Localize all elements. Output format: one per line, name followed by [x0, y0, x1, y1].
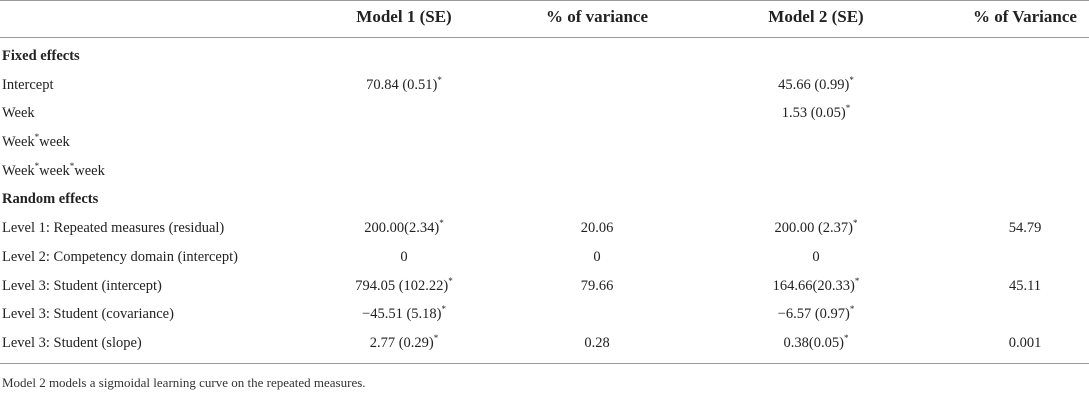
cell-v1: 0.28	[584, 334, 610, 351]
cell-m2: 200.00 (2.37)*	[774, 218, 858, 237]
row-label: Week	[2, 105, 35, 122]
cell-v1: 20.06	[580, 220, 614, 237]
cell-m1: 794.05 (102.22)*	[355, 275, 453, 294]
section-label: Fixed effects	[2, 48, 80, 64]
cell-m2: 0.38(0.05)*	[783, 333, 849, 351]
header-variance2: % of Variance	[973, 7, 1077, 26]
cell-m2: −6.57 (0.97)*	[777, 304, 855, 323]
table-row: Level 2: Competency domain (intercept) 0 0…	[0, 244, 1089, 273]
header-model1: Model 1 (SE)	[356, 7, 452, 26]
cell-m2: 1.53 (0.05)*	[781, 103, 851, 122]
row-label: Level 3: Student (slope)	[2, 334, 142, 351]
results-table: Model 1 (SE) % of variance Model 2 (SE) …	[0, 0, 1089, 359]
table-row: Level 3: Student (covariance) −45.51 (5.1…	[0, 301, 1089, 330]
row-label: Level 3: Student (intercept)	[2, 277, 162, 294]
table-header: Model 1 (SE) % of variance Model 2 (SE) …	[0, 0, 1089, 38]
table-row: Level 3: Student (intercept) 794.05 (102.…	[0, 273, 1089, 302]
row-label: Level 2: Competency domain (intercept)	[2, 248, 238, 265]
cell-m1: 200.00(2.34)*	[364, 218, 444, 237]
cell-m2: 45.66 (0.99)*	[778, 74, 854, 93]
row-label: Week*week	[2, 132, 70, 151]
header-model2: Model 2 (SE)	[768, 7, 864, 26]
table-row: Level 3: Student (slope) 2.77 (0.29)* 0.28…	[0, 330, 1089, 359]
section-row: Fixed effects	[0, 43, 1089, 72]
table-row: Week*week	[0, 129, 1089, 158]
table-row: Level 1: Repeated measures (residual) 200…	[0, 215, 1089, 244]
row-label: Level 3: Student (covariance)	[2, 306, 174, 323]
cell-v2: 0.001	[1008, 334, 1042, 351]
cell-m2: 164.66(20.33)*	[772, 275, 860, 294]
section-label: Random effects	[2, 191, 99, 208]
cell-m1: 70.84 (0.51)*	[366, 74, 442, 93]
row-label: Intercept	[2, 76, 54, 93]
table-row: Intercept 70.84 (0.51)* 45.66 (0.99)*	[0, 72, 1089, 101]
row-label: Week*week*week	[2, 160, 105, 179]
cell-v2: 54.79	[1008, 220, 1042, 237]
header-variance1: % of variance	[546, 7, 648, 26]
cell-m1: −45.51 (5.18)*	[362, 304, 446, 323]
row-label: Level 1: Repeated measures (residual)	[2, 220, 225, 237]
table-bottom-rule	[0, 362, 1089, 364]
cell-m1: 0	[400, 248, 408, 265]
section-row: Random effects	[0, 186, 1089, 215]
table-footnote: Model 2 models a sigmoidal learning curv…	[2, 374, 366, 390]
cell-m1: 2.77 (0.29)*	[369, 333, 439, 351]
cell-v1: 79.66	[580, 277, 614, 294]
table-body: Fixed effects Intercept 70.84 (0.51)* 45.66…	[0, 38, 1089, 359]
cell-v2: 45.11	[1008, 277, 1042, 294]
table-row: Week*week*week	[0, 158, 1089, 187]
table-row: Week 1.53 (0.05)*	[0, 100, 1089, 129]
cell-m2: 0	[812, 248, 820, 265]
cell-v1: 0	[593, 248, 601, 265]
